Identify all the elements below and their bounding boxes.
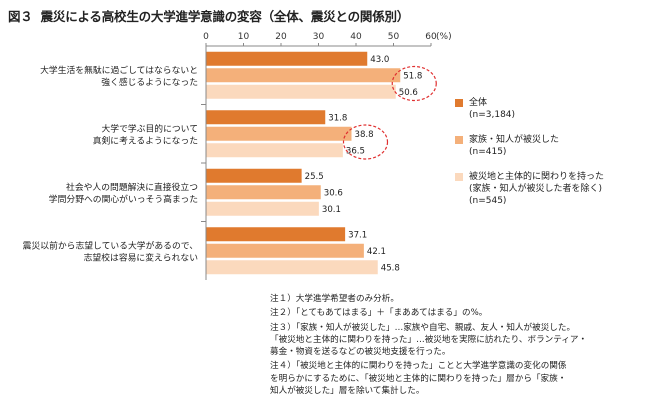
legend-label-family: 家族・知人が被災した bbox=[469, 135, 559, 145]
legend-item-overall: 全体 (n=3,184) bbox=[455, 97, 604, 121]
x-tick-label: 20 bbox=[275, 32, 287, 42]
category-label: 大学生活を無駄に過ごしてはならないと bbox=[40, 64, 198, 76]
bar bbox=[207, 260, 378, 274]
note-4-line-3: 知人が被災した」層を除いて集計した。 bbox=[270, 385, 645, 397]
data-label: 50.6 bbox=[399, 88, 418, 98]
bar bbox=[207, 202, 319, 216]
note-4: 注４）「被災地と主体的に関わりを持った」ことと大学進学意識の変化の関係 bbox=[270, 360, 645, 372]
legend-swatch-engaged bbox=[455, 173, 463, 181]
bar bbox=[207, 68, 401, 82]
data-label: 37.1 bbox=[348, 230, 367, 240]
legend-swatch-family bbox=[455, 136, 463, 144]
legend-count-family: (n=415) bbox=[469, 146, 604, 158]
x-tick-label: 10 bbox=[238, 32, 250, 42]
data-label: 30.1 bbox=[322, 205, 341, 215]
note-3-line-2: 「被災地と主体的に関わりを持った」…被災地を実際に訪れたり、ボランティア・ bbox=[270, 334, 645, 346]
category-label: 大学で学ぶ目的について bbox=[101, 122, 198, 134]
bar bbox=[207, 127, 352, 141]
category-label: 志望校は容易に変えられない bbox=[84, 251, 199, 263]
category-label: 強く感じるようになった bbox=[101, 76, 198, 88]
legend-swatch-overall bbox=[455, 99, 463, 107]
bar bbox=[207, 52, 368, 66]
bar bbox=[207, 85, 396, 99]
bar bbox=[207, 110, 326, 124]
data-label: 36.5 bbox=[346, 146, 365, 156]
category-label: 震災以前から志望している大学があるので、 bbox=[23, 239, 198, 251]
legend-item-engaged: 被災地と主体的に関わりを持った (家族・知人が被災した者を除く) (n=545) bbox=[455, 171, 604, 207]
x-tick-label: 0 bbox=[203, 32, 209, 42]
note-2: 注２）「とてもあてはまる」＋「まああてはまる」の%。 bbox=[270, 307, 645, 319]
note-4-line-2: を明らかにするために、「被災地と主体的に関わりを持った」層から「家族・ bbox=[270, 373, 645, 385]
note-1: 注１）大学進学希望者のみ分析。 bbox=[270, 293, 645, 305]
note-3: 注３）「家族・知人が被災した」…家族や自宅、親戚、友人・知人が被災した。 bbox=[270, 322, 645, 334]
legend-count-overall: (n=3,184) bbox=[469, 109, 604, 121]
category-label: 学問分野への関心がいっそう高まった bbox=[49, 193, 198, 205]
data-label: 30.6 bbox=[324, 188, 343, 198]
legend-label-overall: 全体 bbox=[469, 98, 487, 108]
category-label: 社会や人の問題解決に直接役立つ bbox=[66, 181, 198, 193]
data-label: 31.8 bbox=[328, 113, 347, 123]
bar bbox=[207, 185, 321, 199]
legend-item-family: 家族・知人が被災した (n=415) bbox=[455, 134, 604, 158]
note-3-line-3: 募金・物資を送るなどの被災地支援を行った。 bbox=[270, 346, 645, 358]
bar bbox=[207, 244, 364, 258]
notes: 注１）大学進学希望者のみ分析。 注２）「とてもあてはまる」＋「まああてはまる」の… bbox=[270, 293, 645, 397]
x-tick-label: 50 bbox=[388, 32, 400, 42]
data-label: 43.0 bbox=[370, 55, 389, 65]
x-tick-label: 40 bbox=[350, 32, 362, 42]
x-unit-label: (%) bbox=[436, 32, 452, 42]
legend-label-engaged-2: (家族・知人が被災した者を除く) bbox=[469, 183, 604, 195]
bar bbox=[207, 143, 343, 157]
bar bbox=[207, 169, 302, 183]
bar bbox=[207, 227, 346, 241]
legend: 全体 (n=3,184) 家族・知人が被災した (n=415) 被災地と主体的に… bbox=[455, 97, 604, 220]
data-label: 42.1 bbox=[367, 247, 386, 257]
data-label: 45.8 bbox=[381, 263, 400, 273]
data-label: 25.5 bbox=[305, 172, 324, 182]
data-label: 51.8 bbox=[403, 71, 422, 81]
category-label: 真剣に考えるようになった bbox=[93, 134, 198, 146]
x-tick-label: 30 bbox=[313, 32, 325, 42]
data-label: 38.8 bbox=[355, 130, 374, 140]
legend-label-engaged: 被災地と主体的に関わりを持った bbox=[469, 172, 604, 182]
legend-count-engaged: (n=545) bbox=[469, 195, 604, 207]
